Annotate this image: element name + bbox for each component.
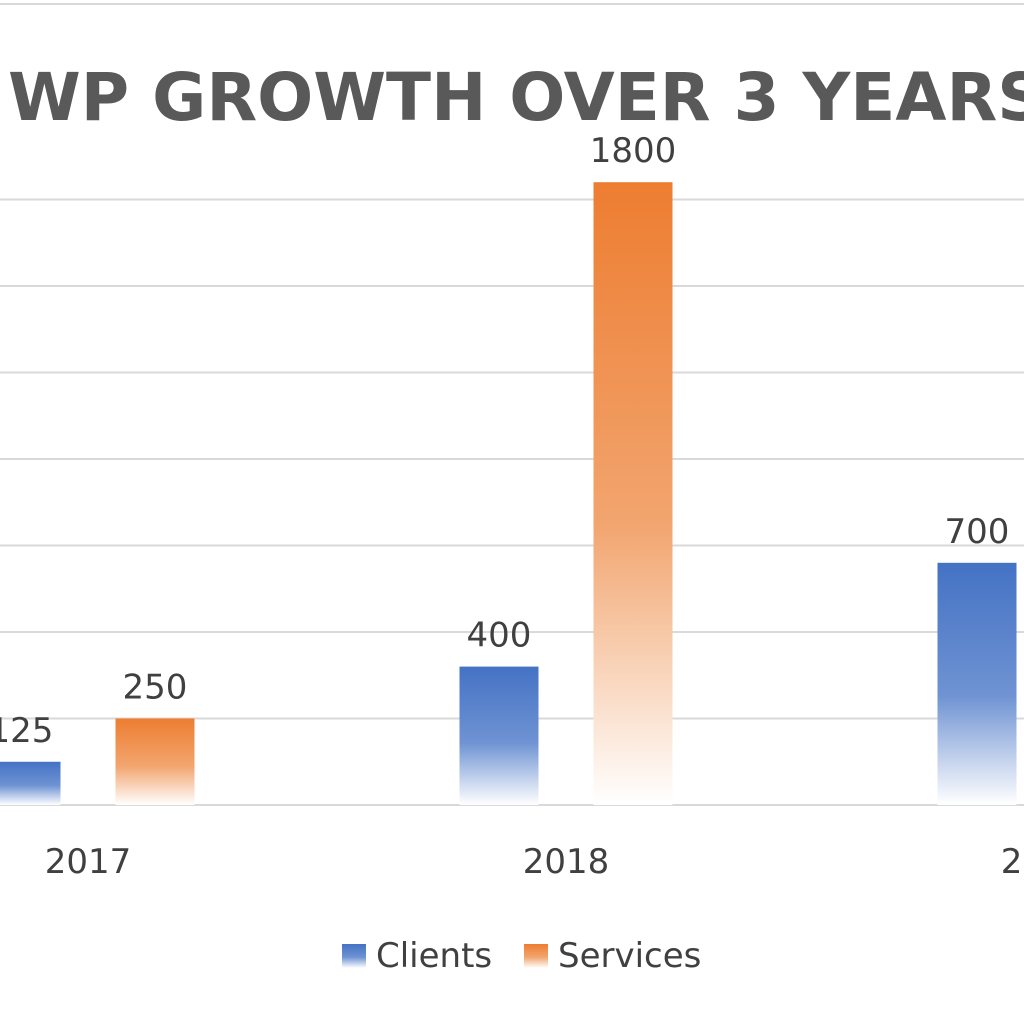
- bar-clients-2018: [459, 666, 539, 805]
- legend-label-clients: Clients: [376, 936, 492, 976]
- legend-item-services[interactable]: Services: [524, 936, 701, 976]
- x-tick-labels: 2017 2018 2019: [45, 842, 1024, 882]
- x-tick-label-2018: 2018: [523, 842, 610, 882]
- legend-item-clients[interactable]: Clients: [342, 936, 492, 976]
- bar-clients-2017: [0, 761, 61, 805]
- value-labels: 125 400 700 250 1800: [0, 131, 1009, 751]
- bars: [0, 182, 1017, 805]
- bar-clients-2019: [937, 562, 1017, 805]
- x-tick-label-2019: 2019: [1001, 842, 1024, 882]
- data-label-clients-2018: 400: [467, 616, 532, 656]
- data-label-services-2017: 250: [123, 668, 188, 708]
- x-tick-label-2017: 2017: [45, 842, 132, 882]
- data-label-services-2018: 1800: [590, 131, 677, 171]
- legend-swatch-clients: [342, 944, 366, 968]
- bar-services-2018: [593, 182, 673, 805]
- legend-swatch-services: [524, 944, 548, 968]
- data-label-clients-2017: 125: [0, 711, 53, 751]
- data-label-clients-2019: 700: [945, 512, 1010, 552]
- legend-label-services: Services: [558, 936, 701, 976]
- chart-title: WP GROWTH OVER 3 YEARS: [8, 59, 1024, 136]
- legend[interactable]: Clients Services: [342, 936, 701, 976]
- bar-services-2017: [115, 718, 195, 805]
